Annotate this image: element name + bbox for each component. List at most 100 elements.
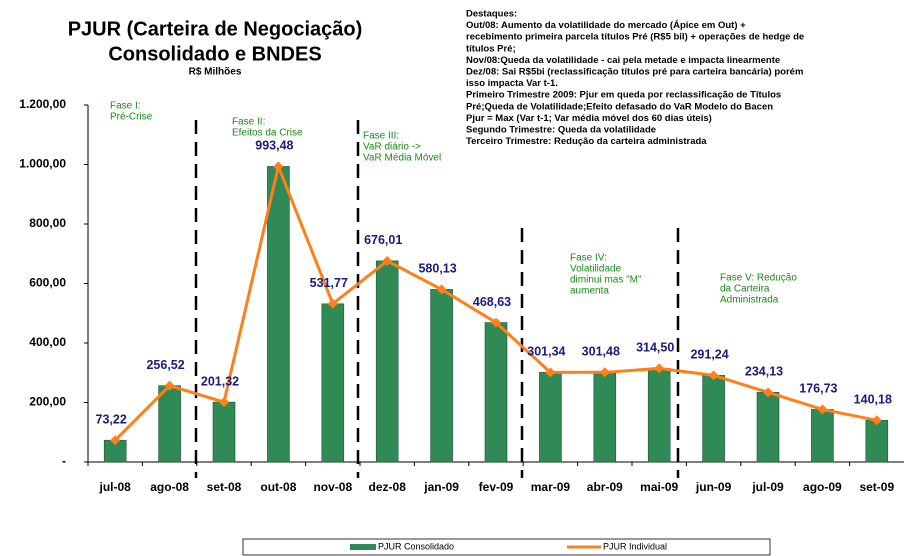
value-label: 531,77 <box>310 276 348 290</box>
x-tick-label: jul-08 <box>99 480 132 494</box>
x-tick-label: jul-09 <box>751 480 784 494</box>
y-tick-label: 800,00 <box>29 216 66 230</box>
chart-subtitle: R$ Milhões <box>189 67 242 78</box>
x-tick-label: mai-09 <box>640 480 678 494</box>
phase-annotation: Efeitos da Crise <box>232 128 303 139</box>
x-tick-label: fev-09 <box>479 480 514 494</box>
line-marker <box>708 370 719 381</box>
highlight-note: Out/08: Aumento da volatilidade do merca… <box>466 20 746 31</box>
phase-annotation: Fase IV: <box>570 253 607 264</box>
x-tick-label: abr-09 <box>587 480 623 494</box>
y-tick-label: 1.000,00 <box>19 157 66 171</box>
value-label: 201,32 <box>201 374 239 388</box>
dividers <box>194 120 680 478</box>
line-marker <box>599 367 610 378</box>
phase-annotation: Fase V: Redução <box>720 273 797 284</box>
x-tick-label: out-08 <box>260 480 296 494</box>
value-label: 234,13 <box>745 365 783 379</box>
bar <box>811 409 834 463</box>
x-tick-label: set-08 <box>207 480 242 494</box>
bar <box>158 385 181 463</box>
y-tick-label: - <box>62 454 66 468</box>
bar <box>702 375 725 463</box>
line-marker <box>219 397 229 408</box>
highlight-note: Terceiro Trimestre: Redução da carteira … <box>466 136 707 147</box>
value-label: 468,63 <box>473 295 511 309</box>
highlight-note: Destaques: <box>466 9 517 20</box>
bar <box>375 260 399 463</box>
value-label: 301,48 <box>582 345 620 359</box>
phase-annotation: Pré-Crise <box>110 112 153 123</box>
line-marker <box>436 284 447 295</box>
highlight-note: Segundo Trimestre: Queda da volatilidade <box>466 125 656 136</box>
legend-label: PJUR Individual <box>603 541 667 551</box>
y-tick-label: 600,00 <box>29 276 66 290</box>
line-marker <box>164 380 175 391</box>
phase-annotation: Fase III: <box>363 131 399 142</box>
line-marker <box>871 415 882 426</box>
highlight-note: Nov/08:Queda da volatilidade - cai pela … <box>466 55 780 66</box>
phase-annotation: diminui mas "M" <box>570 275 642 286</box>
phase-annotation: Fase II: <box>232 117 265 128</box>
value-label: 676,01 <box>364 233 402 247</box>
x-tick-label: jan-09 <box>423 480 459 494</box>
bar <box>647 368 671 463</box>
line-marker <box>110 435 121 446</box>
phase-annotation: Volatilidade <box>570 264 622 275</box>
legend-swatch <box>350 544 376 550</box>
value-label: 314,50 <box>636 341 674 355</box>
highlight-note: Pré;Queda de Volatilidade;Efeito defasad… <box>466 101 773 112</box>
value-label: 291,24 <box>690 348 728 362</box>
x-tick-label: ago-08 <box>150 480 189 494</box>
x-tick-label: dez-08 <box>369 480 407 494</box>
x-tick-label: ago-09 <box>803 480 842 494</box>
highlight-note: isso impacta Var t-1. <box>466 78 558 89</box>
phase-annotation: aumenta <box>570 286 609 297</box>
y-tick-label: 200,00 <box>29 395 66 409</box>
chart-title: PJUR (Carteira de Negociação) <box>68 18 363 40</box>
value-label: 580,13 <box>418 262 456 276</box>
bar <box>539 372 562 463</box>
bar <box>267 166 290 463</box>
x-tick-label: mar-09 <box>531 480 571 494</box>
line-marker <box>491 317 501 328</box>
bar <box>865 419 889 463</box>
value-label: 301,34 <box>527 345 565 359</box>
line-marker <box>654 363 665 374</box>
bar <box>430 289 453 463</box>
legend-label: PJUR Consolidado <box>378 541 454 551</box>
line-marker <box>545 367 556 378</box>
phase-annotation: Administrada <box>720 295 779 306</box>
bar <box>321 303 345 463</box>
highlight-note: Pjur = Max (Var t-1; Var média móvel dos… <box>466 113 712 124</box>
chart-title: Consolidado e BNDES <box>108 43 321 65</box>
x-tick-label: nov-08 <box>313 480 352 494</box>
highlight-note: Dez/08: Sai R$5bi (reclassificação títul… <box>466 67 803 78</box>
bar <box>212 401 236 463</box>
line-marker <box>273 161 284 172</box>
line-marker <box>763 387 773 398</box>
y-tick-label: 1.200,00 <box>19 97 66 111</box>
highlight-note: títulos Pré; <box>466 43 516 54</box>
x-tick-label: set-09 <box>859 480 894 494</box>
highlight-note: Primeiro Trimestre 2009: Pjur em queda p… <box>466 90 781 101</box>
highlight-note: recebimento primeira parcela títulos Pré… <box>466 32 804 43</box>
value-label: 176,73 <box>799 382 837 396</box>
y-tick-label: 400,00 <box>29 335 66 349</box>
value-label: 73,22 <box>96 413 127 427</box>
phase-annotation: da Carteira <box>720 284 770 295</box>
legend-box <box>242 538 771 556</box>
line-marker <box>817 404 828 415</box>
phase-annotation: VaR Média Móvel <box>363 153 441 164</box>
line-marker <box>382 255 393 266</box>
bar <box>756 392 780 463</box>
x-tick-label: jun-09 <box>695 480 732 494</box>
bar <box>593 372 617 463</box>
line-marker <box>327 298 338 309</box>
value-label: 993,48 <box>255 139 293 153</box>
phase-annotation: Fase I: <box>110 101 141 112</box>
bar <box>484 322 508 463</box>
value-label: 140,18 <box>854 393 892 407</box>
value-label: 256,52 <box>146 358 184 372</box>
